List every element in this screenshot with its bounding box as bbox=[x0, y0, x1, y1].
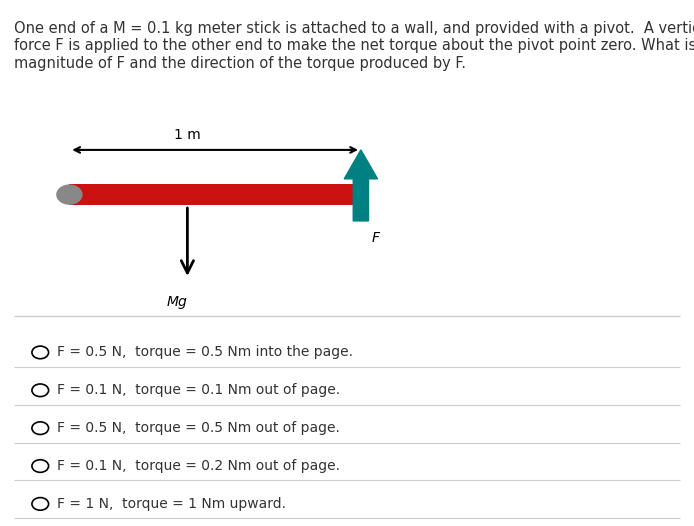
Text: F = 0.1 N,  torque = 0.2 Nm out of page.: F = 0.1 N, torque = 0.2 Nm out of page. bbox=[57, 459, 340, 473]
Text: F: F bbox=[371, 231, 380, 246]
FancyBboxPatch shape bbox=[69, 184, 361, 205]
Text: F = 0.1 N,  torque = 0.1 Nm out of page.: F = 0.1 N, torque = 0.1 Nm out of page. bbox=[57, 383, 340, 397]
FancyArrow shape bbox=[344, 150, 378, 221]
Text: F = 0.5 N,  torque = 0.5 Nm out of page.: F = 0.5 N, torque = 0.5 Nm out of page. bbox=[57, 421, 340, 435]
Text: Mg: Mg bbox=[167, 295, 187, 309]
Text: 1 m: 1 m bbox=[174, 128, 201, 142]
Text: F = 1 N,  torque = 1 Nm upward.: F = 1 N, torque = 1 Nm upward. bbox=[57, 497, 286, 511]
Circle shape bbox=[57, 185, 82, 204]
Text: One end of a M = 0.1 kg meter stick is attached to a wall, and provided with a p: One end of a M = 0.1 kg meter stick is a… bbox=[14, 21, 694, 71]
Text: F = 0.5 N,  torque = 0.5 Nm into the page.: F = 0.5 N, torque = 0.5 Nm into the page… bbox=[57, 346, 353, 359]
